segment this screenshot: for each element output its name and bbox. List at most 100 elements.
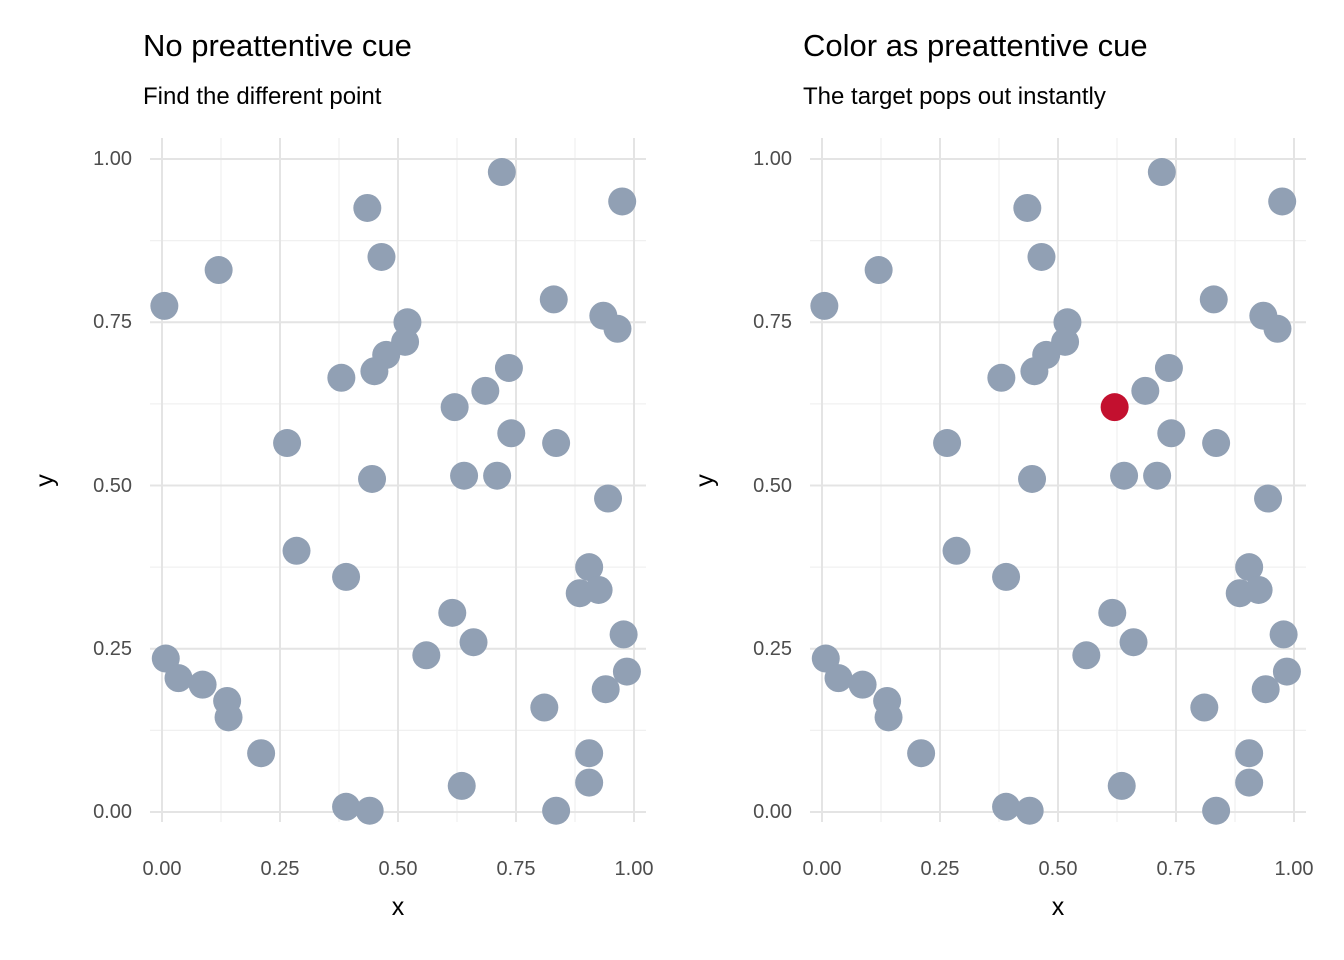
data-point	[608, 187, 637, 216]
y-axis-title-text: y	[30, 473, 59, 487]
y-tick-label: 1.00	[753, 148, 792, 170]
data-point	[494, 353, 523, 382]
data-point	[438, 598, 467, 627]
y-tick-label: 0.75	[753, 311, 792, 334]
data-point	[907, 739, 936, 768]
panel-title: No preattentive cue	[143, 28, 412, 63]
data-point	[1020, 357, 1049, 386]
x-tick-label: 0.75	[1156, 858, 1196, 880]
data-point	[1254, 484, 1283, 513]
data-point	[1251, 675, 1280, 704]
data-point	[1202, 796, 1231, 825]
x-tick-label: 0.50	[378, 858, 418, 880]
data-point	[440, 393, 469, 422]
x-axis-title: x	[391, 893, 405, 921]
data-point	[1235, 739, 1264, 768]
x-tick-label: 1.00	[614, 858, 654, 880]
figure: No preattentive cue Find the different p…	[30, 26, 1344, 922]
data-point	[273, 429, 302, 458]
y-tick-label: 0.00	[753, 801, 792, 823]
y-tick-label: 1.00	[93, 148, 132, 170]
x-tick-label: 0.00	[802, 858, 842, 880]
data-point	[332, 792, 361, 821]
data-point	[355, 796, 384, 825]
scatter-plot-svg	[810, 138, 1306, 825]
data-point	[542, 429, 571, 458]
data-point	[1072, 641, 1101, 670]
plot-row: y 0.00 0.25 0.50 0.75 1.00	[30, 138, 646, 825]
data-point	[358, 464, 387, 493]
data-point	[483, 461, 512, 490]
data-point	[1157, 419, 1186, 448]
y-tick-label: 0.50	[93, 474, 132, 497]
data-point	[412, 641, 441, 670]
data-point	[603, 314, 632, 343]
target-data-point	[1100, 393, 1129, 422]
x-axis-tick-labels: 0.00 0.25 0.50 0.75 1.00	[143, 822, 654, 880]
data-point	[1263, 314, 1292, 343]
data-point	[247, 739, 276, 768]
data-point	[1202, 429, 1231, 458]
y-tick-label: 0.75	[93, 311, 132, 334]
data-point	[214, 703, 243, 732]
data-point	[1235, 553, 1264, 582]
data-point	[539, 285, 568, 314]
x-axis-tick-labels: 0.00 0.25 0.50 0.75 1.00	[803, 822, 1314, 880]
data-point	[1027, 242, 1056, 271]
data-point	[459, 628, 488, 657]
data-point	[1268, 187, 1297, 216]
data-point	[810, 291, 839, 320]
data-point	[367, 242, 396, 271]
data-point	[575, 553, 604, 582]
data-point	[530, 693, 559, 722]
x-axis-title: x	[1051, 893, 1065, 921]
data-point	[1154, 353, 1183, 382]
y-tick-label: 0.25	[753, 637, 792, 660]
panel-subtitle: The target pops out instantly	[803, 83, 1106, 110]
data-point	[542, 796, 571, 825]
data-point	[332, 562, 361, 591]
x-tick-label: 0.25	[920, 858, 960, 880]
data-point	[1098, 598, 1127, 627]
data-point	[987, 363, 1016, 392]
scatter-plot-svg	[150, 138, 646, 825]
data-point	[1147, 158, 1176, 187]
data-point	[874, 703, 903, 732]
data-point	[1272, 657, 1301, 686]
data-point	[360, 357, 389, 386]
x-tick-label: 1.00	[1274, 858, 1314, 880]
panel-title: Color as preattentive cue	[803, 28, 1148, 63]
data-point	[1119, 628, 1148, 657]
panel-no-cue: No preattentive cue Find the different p…	[30, 26, 654, 922]
data-point	[609, 620, 638, 649]
data-point	[1013, 193, 1042, 222]
data-point	[992, 792, 1021, 821]
data-point	[1190, 693, 1219, 722]
y-axis-title-text: y	[690, 473, 719, 487]
data-point	[450, 461, 479, 490]
y-tick-label: 0.00	[93, 801, 132, 823]
data-point	[612, 657, 641, 686]
data-point	[487, 158, 516, 187]
data-point	[1235, 768, 1264, 797]
x-tick-label: 0.00	[142, 858, 182, 880]
data-point	[282, 536, 311, 565]
data-point	[992, 562, 1021, 591]
data-point	[150, 291, 179, 320]
data-point	[1110, 461, 1139, 490]
y-tick-label: 0.25	[93, 637, 132, 660]
x-tick-label: 0.50	[1038, 858, 1078, 880]
x-tick-label: 0.25	[260, 858, 300, 880]
data-point	[1131, 376, 1160, 405]
scatter-plot-area	[810, 138, 1306, 825]
data-point	[591, 675, 620, 704]
data-point	[327, 363, 356, 392]
data-point	[933, 429, 962, 458]
data-point	[353, 193, 382, 222]
data-point	[164, 664, 193, 693]
data-point	[204, 256, 233, 285]
y-axis-tick-labels: 0.00 0.25 0.50 0.75 1.00	[720, 138, 810, 823]
scatter-plot-area	[150, 138, 646, 825]
data-point	[942, 536, 971, 565]
data-point	[471, 376, 500, 405]
